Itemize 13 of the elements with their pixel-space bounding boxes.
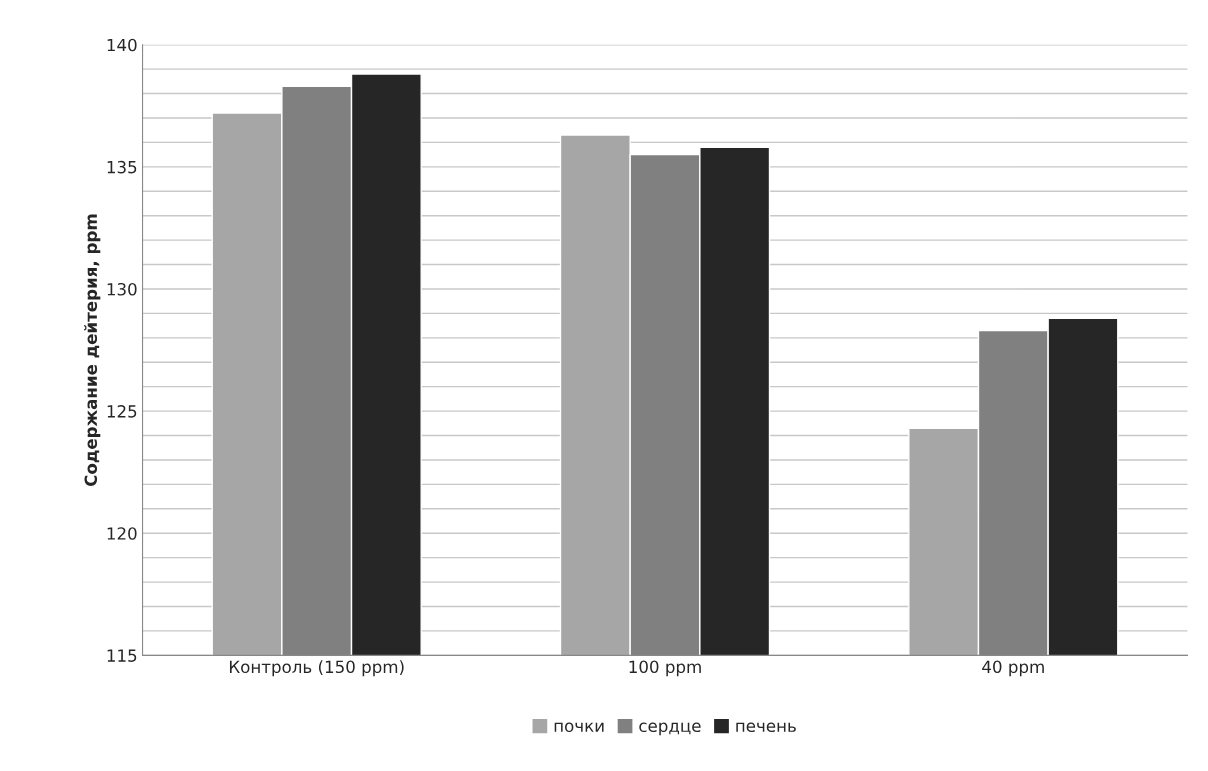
x-tick-label: Контроль (150 ppm) bbox=[229, 660, 404, 677]
legend-label: почки bbox=[554, 722, 604, 733]
y-tick-label: 140 bbox=[107, 38, 137, 52]
y-axis-title: Содержание дейтерия, ppm bbox=[84, 214, 101, 486]
legend-label: сердце bbox=[639, 722, 701, 736]
x-tick-label: 40 ppm bbox=[982, 660, 1044, 677]
y-tick-label: 115 bbox=[107, 649, 137, 662]
legend-label: печень bbox=[736, 722, 796, 733]
y-tick-label: 125 bbox=[107, 405, 137, 418]
y-tick-label: 120 bbox=[107, 527, 137, 540]
y-tick-label: 135 bbox=[107, 160, 137, 174]
x-tick-label: 100 ppm bbox=[629, 660, 701, 677]
y-tick-label: 130 bbox=[107, 282, 137, 296]
